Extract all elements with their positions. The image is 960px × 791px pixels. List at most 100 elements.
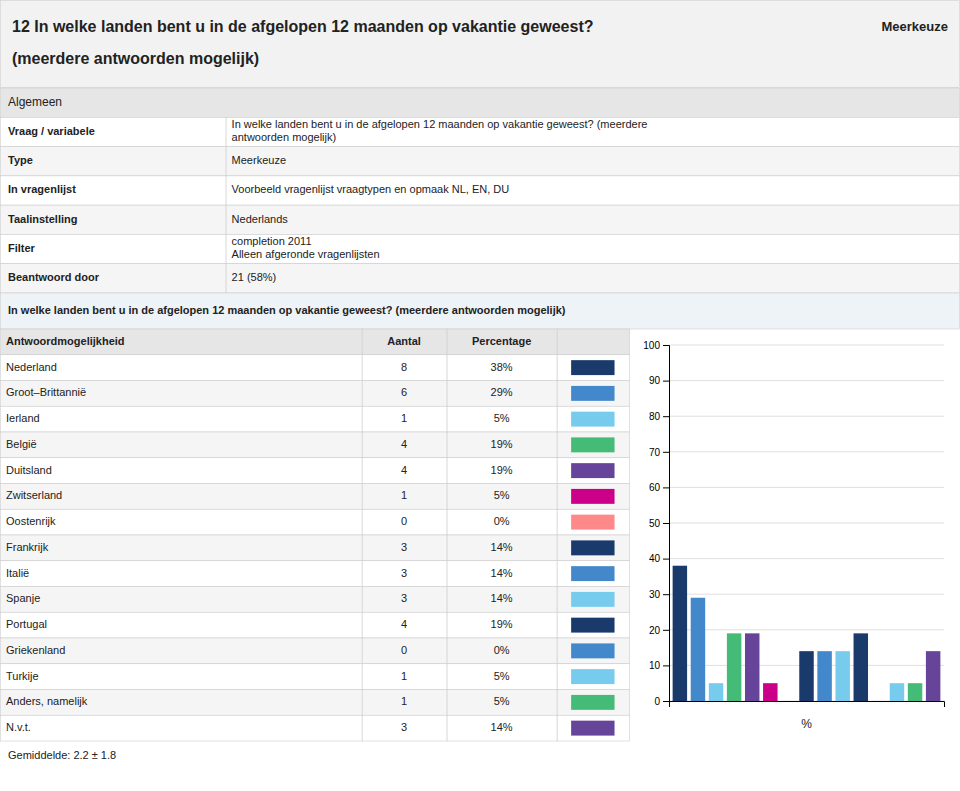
grid-line [669, 629, 944, 630]
column-header: Percentage [472, 335, 531, 347]
table-cell [447, 690, 557, 716]
table-cell [1, 458, 363, 484]
category-label: Anders, namelijk [6, 695, 88, 707]
table-cell [362, 458, 447, 484]
table-cell [362, 587, 447, 613]
annotation: In welke landen bent u in de afgelopen 1… [8, 304, 566, 316]
category-label: Groot–Brittannië [6, 386, 86, 398]
tick: 80 [649, 411, 669, 422]
table-cell [362, 432, 447, 458]
table-cell [1, 406, 363, 432]
tick-mark [663, 630, 669, 631]
table-cell [557, 484, 629, 510]
percentage-label: 19% [491, 438, 513, 450]
annotation: In vragenlijst [8, 183, 76, 195]
grid-line [669, 487, 944, 488]
tick-label: 90 [649, 375, 661, 386]
percentage-label: 0% [494, 515, 510, 527]
table-cell [447, 587, 557, 613]
table-cell [1, 587, 363, 613]
table-cell [362, 406, 447, 432]
color-swatch [571, 489, 614, 504]
table-cell [447, 638, 557, 664]
bar [727, 633, 741, 701]
category-label: Portugal [6, 618, 47, 630]
table-cell [1, 664, 363, 690]
annotation: Type [8, 154, 33, 166]
page: 12 In welke landen bent u in de afgelope… [0, 0, 960, 791]
percentage-label: 14% [491, 567, 513, 579]
bar [745, 633, 759, 701]
bar [872, 701, 886, 702]
bar [799, 651, 813, 701]
footer: Gemiddelde: 2.2 ± 1.8 [8, 749, 116, 761]
annotation: Taalinstelling [8, 213, 77, 225]
tick-label: 50 [649, 518, 661, 529]
tick-label: 10 [649, 660, 661, 671]
info-cell [1, 176, 227, 205]
tick-mark [663, 665, 669, 666]
tick: 10 [649, 660, 669, 671]
axis-line [663, 346, 670, 702]
count-label: 0 [401, 515, 407, 527]
table-cell [557, 561, 629, 587]
count-label: 3 [401, 541, 407, 553]
tick: 60 [649, 482, 669, 493]
table-cell [362, 355, 447, 381]
table-cell [1, 561, 363, 587]
grid-line [669, 416, 944, 417]
table-cell [557, 690, 629, 716]
count-label: 1 [401, 412, 407, 424]
tick: 90 [649, 375, 669, 386]
table-header-cell [1, 329, 363, 355]
table-cell [557, 638, 629, 664]
info-cell [226, 117, 959, 146]
tick-label: 40 [649, 553, 661, 564]
table-header-cell [362, 329, 447, 355]
color-swatch [571, 412, 614, 427]
table-cell [447, 381, 557, 407]
table-cell [1, 484, 363, 510]
bar [781, 701, 795, 702]
table-cell [557, 715, 629, 741]
color-swatch [571, 566, 614, 581]
annotation: Meerkeuze [882, 19, 948, 34]
category-label: Turkije [6, 670, 39, 682]
category-label: Duitsland [6, 464, 52, 476]
percentage-label: 19% [491, 464, 513, 476]
tick: 100 [643, 340, 669, 351]
table-cell [1, 715, 363, 741]
table-cell [447, 432, 557, 458]
table-cell [362, 381, 447, 407]
color-swatch [571, 515, 614, 530]
question-strip: In welke landen bent u in de afgelopen 1… [1, 293, 960, 329]
category-label: N.v.t. [6, 721, 31, 733]
table-cell [362, 509, 447, 535]
annotation: Nederlands [232, 213, 289, 225]
tick-label: 30 [649, 589, 661, 600]
info-cell [1, 264, 227, 293]
table-cell [1, 535, 363, 561]
count-label: 4 [401, 438, 407, 450]
tick-mark [663, 701, 669, 702]
tick-mark [663, 381, 669, 382]
info-cell [226, 205, 959, 234]
category-label: Oostenrijk [6, 515, 56, 527]
annotation: Filter [8, 242, 36, 254]
tick: 50 [649, 518, 669, 529]
color-swatch [571, 386, 614, 401]
color-swatch [571, 463, 614, 478]
bar [926, 651, 940, 701]
x-axis [670, 702, 945, 708]
info-table: AlgemeenVraag / variabeleIn welke landen… [1, 88, 960, 293]
table-cell [557, 664, 629, 690]
percentage-label: 5% [494, 670, 510, 682]
table-cell [447, 406, 557, 432]
table-cell [362, 690, 447, 716]
count-label: 0 [401, 644, 407, 656]
category-label: Italië [6, 567, 29, 579]
chart: 0102030405060708090100% [643, 340, 944, 731]
annotation: Beantwoord door [8, 271, 100, 283]
bar [854, 633, 868, 701]
table-cell [447, 484, 557, 510]
